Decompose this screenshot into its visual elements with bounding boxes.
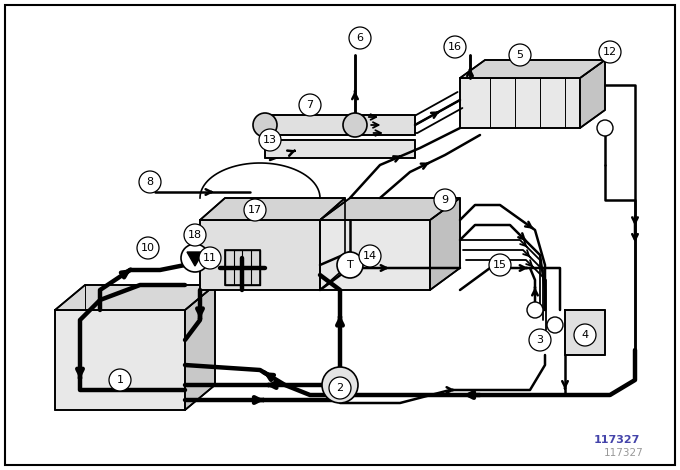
Text: 5: 5 [517, 50, 524, 60]
Text: 10: 10 [141, 243, 155, 253]
Circle shape [574, 324, 596, 346]
Circle shape [343, 113, 367, 137]
Circle shape [181, 244, 209, 272]
Text: 16: 16 [448, 42, 462, 52]
Circle shape [597, 120, 613, 136]
Circle shape [359, 245, 381, 267]
Polygon shape [55, 285, 215, 310]
Circle shape [547, 317, 563, 333]
Circle shape [184, 224, 206, 246]
Text: T: T [347, 260, 354, 270]
Circle shape [444, 36, 466, 58]
Polygon shape [187, 252, 203, 266]
Circle shape [509, 44, 531, 66]
Text: 7: 7 [307, 100, 313, 110]
Circle shape [244, 199, 266, 221]
Text: 117327: 117327 [594, 435, 640, 445]
Polygon shape [565, 310, 605, 355]
Circle shape [349, 27, 371, 49]
Text: 4: 4 [581, 330, 589, 340]
Polygon shape [320, 198, 345, 290]
Polygon shape [265, 140, 415, 158]
Text: 15: 15 [493, 260, 507, 270]
Polygon shape [225, 250, 260, 285]
Circle shape [527, 302, 543, 318]
Text: 117327: 117327 [605, 448, 644, 458]
Polygon shape [200, 198, 345, 220]
Polygon shape [320, 198, 460, 220]
Circle shape [337, 252, 363, 278]
Text: 3: 3 [537, 335, 543, 345]
Circle shape [329, 377, 351, 399]
Polygon shape [320, 220, 430, 290]
Polygon shape [430, 198, 460, 290]
Circle shape [434, 189, 456, 211]
Circle shape [599, 41, 621, 63]
Text: 17: 17 [248, 205, 262, 215]
Text: 6: 6 [356, 33, 364, 43]
Polygon shape [265, 115, 415, 135]
Circle shape [529, 329, 551, 351]
Text: 14: 14 [363, 251, 377, 261]
Text: 1: 1 [116, 375, 124, 385]
Text: 13: 13 [263, 135, 277, 145]
Circle shape [139, 171, 161, 193]
Circle shape [253, 113, 277, 137]
Text: 12: 12 [603, 47, 617, 57]
Polygon shape [55, 310, 185, 410]
Polygon shape [200, 220, 320, 290]
Text: 9: 9 [441, 195, 449, 205]
Text: 11: 11 [203, 253, 217, 263]
Circle shape [322, 367, 358, 403]
Text: 8: 8 [146, 177, 154, 187]
Text: 18: 18 [188, 230, 202, 240]
Circle shape [489, 254, 511, 276]
Circle shape [109, 369, 131, 391]
Circle shape [299, 94, 321, 116]
Circle shape [199, 247, 221, 269]
Polygon shape [580, 60, 605, 128]
Circle shape [137, 237, 159, 259]
Text: 2: 2 [337, 383, 343, 393]
Circle shape [259, 129, 281, 151]
Polygon shape [185, 285, 215, 410]
Polygon shape [460, 78, 580, 128]
Polygon shape [460, 60, 605, 78]
